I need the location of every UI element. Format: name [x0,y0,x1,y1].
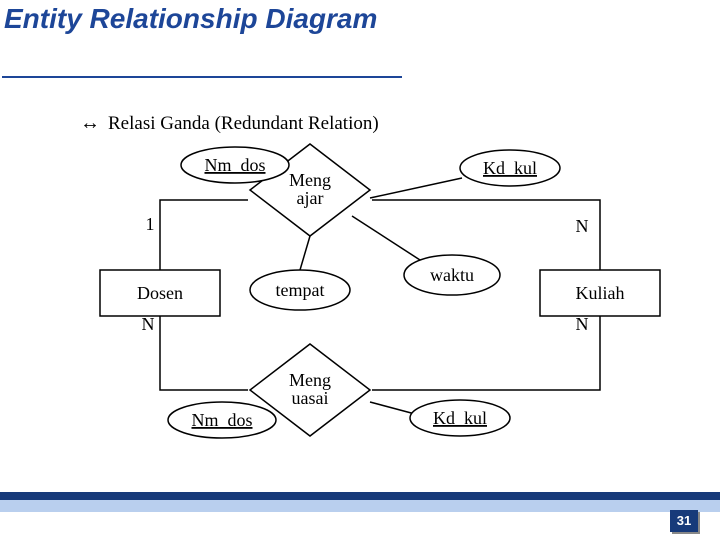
cardinality-label: N [576,216,589,236]
attribute-label: Nm_dos [191,410,252,430]
connector [370,178,462,198]
connector [352,216,420,260]
footer-dark-bar [0,492,720,500]
cardinality-label: 1 [146,214,155,234]
relationship-label: ajar [297,188,324,208]
attribute-label: Kd_kul [433,408,487,428]
attribute-label: tempat [276,280,325,300]
relationship-label: uasai [292,388,329,408]
attribute-label: waktu [430,265,474,285]
er-diagram: MengajarMenguasai Nm_dosKd_kultempatwakt… [0,0,720,540]
connector [372,200,600,270]
page-number-badge: 31 [670,510,698,532]
connector [160,200,248,270]
cardinality-label: N [576,314,589,334]
connector [300,236,310,270]
cardinality-label: N [142,314,155,334]
attribute-label: Nm_dos [204,155,265,175]
entity-label: Kuliah [576,283,625,303]
attribute-label: Kd_kul [483,158,537,178]
connector [372,316,600,390]
footer-light-bar [0,500,720,512]
entity-label: Dosen [137,283,183,303]
connector [370,402,415,414]
relationship-label: Meng [289,170,331,190]
connector [160,316,248,390]
relationship-label: Meng [289,370,331,390]
